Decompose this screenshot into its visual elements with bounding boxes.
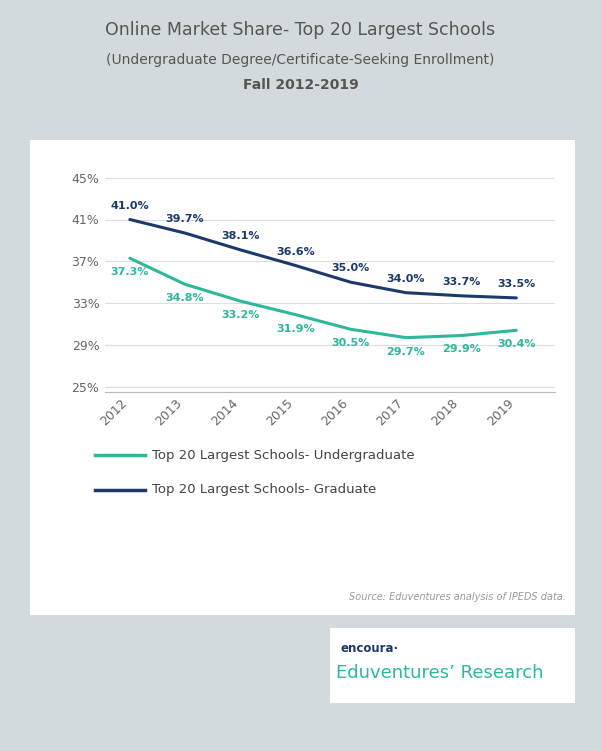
Text: Fall 2012-2019: Fall 2012-2019 [243,78,358,92]
Text: 33.7%: 33.7% [442,277,480,287]
Text: 29.7%: 29.7% [386,346,426,357]
Text: 41.0%: 41.0% [111,201,149,210]
Text: 30.4%: 30.4% [497,339,535,349]
Text: Eduventures’ Research: Eduventures’ Research [336,664,543,682]
Text: 37.3%: 37.3% [111,267,149,277]
Text: 36.6%: 36.6% [276,246,315,257]
Text: (Undergraduate Degree/Certificate-Seeking Enrollment): (Undergraduate Degree/Certificate-Seekin… [106,53,495,67]
Text: 39.7%: 39.7% [166,214,204,225]
Text: 29.9%: 29.9% [442,345,481,354]
Text: 34.0%: 34.0% [386,274,425,284]
Text: 31.9%: 31.9% [276,324,315,333]
Text: Online Market Share- Top 20 Largest Schools: Online Market Share- Top 20 Largest Scho… [105,21,496,39]
Text: Top 20 Largest Schools- Graduate: Top 20 Largest Schools- Graduate [152,484,376,496]
Text: 38.1%: 38.1% [221,231,260,241]
Text: Top 20 Largest Schools- Undergraduate: Top 20 Largest Schools- Undergraduate [152,448,415,462]
Text: 30.5%: 30.5% [332,338,370,348]
Text: encoura·: encoura· [340,641,398,655]
Text: 34.8%: 34.8% [166,293,204,303]
Text: 33.2%: 33.2% [221,310,260,320]
Text: Source: Eduventures analysis of IPEDS data.: Source: Eduventures analysis of IPEDS da… [349,592,566,602]
Text: 35.0%: 35.0% [332,264,370,273]
Text: 33.5%: 33.5% [497,279,535,289]
